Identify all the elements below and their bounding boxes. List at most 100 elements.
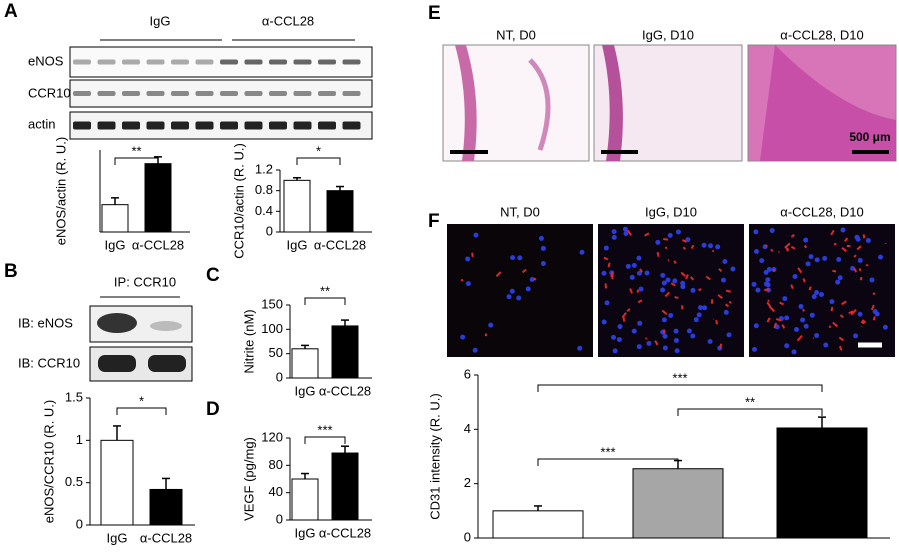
vessel <box>803 309 804 312</box>
nucleus <box>541 261 546 266</box>
bar <box>332 326 358 378</box>
y-tick-label: 0 <box>276 511 283 526</box>
vessel <box>764 289 769 290</box>
x-tick-label: α-CCL28 <box>319 383 371 398</box>
nucleus <box>675 348 680 353</box>
nucleus <box>794 327 799 332</box>
vessel <box>830 326 831 328</box>
blot-band <box>294 60 312 65</box>
bar <box>633 469 723 538</box>
y-tick-label: 40 <box>269 484 283 499</box>
vessel <box>854 255 856 257</box>
nucleus <box>759 258 764 263</box>
vessel <box>675 297 679 298</box>
vessel <box>609 263 610 267</box>
nucleus <box>814 333 819 338</box>
nucleus <box>668 313 673 318</box>
y-tick-label: 4 <box>464 421 471 436</box>
vessel <box>861 277 862 280</box>
nucleus <box>770 228 775 233</box>
blot-band <box>122 91 140 96</box>
blot-band <box>150 321 182 331</box>
y-axis-label: VEGF (pg/mg) <box>241 437 256 521</box>
nucleus <box>792 349 797 354</box>
blot-band <box>98 122 116 130</box>
y-tick-label: 0 <box>76 516 83 531</box>
nucleus <box>724 310 729 315</box>
nucleus <box>752 282 757 287</box>
nucleus <box>460 335 465 340</box>
scale-label: 500 μm <box>849 130 890 144</box>
blot-band <box>343 122 361 130</box>
vessel <box>864 234 865 238</box>
blot-band <box>73 91 91 96</box>
nucleus <box>841 227 846 232</box>
nucleus <box>637 321 642 326</box>
y-tick-label: 1.5 <box>65 389 83 404</box>
vessel <box>726 291 731 292</box>
nucleus <box>800 318 805 323</box>
nucleus <box>676 229 681 234</box>
nucleus <box>632 329 637 334</box>
x-tick-label: IgG <box>295 525 316 540</box>
y-tick-label: 150 <box>261 296 283 311</box>
blot-band <box>318 122 336 130</box>
nucleus <box>687 329 692 334</box>
bracket <box>117 408 166 415</box>
histology-images: 500 μm <box>443 45 896 161</box>
nucleus <box>465 257 470 262</box>
x-tick-label: α-CCL28 <box>140 530 192 545</box>
vessel <box>683 247 685 249</box>
vessel <box>729 301 731 303</box>
vessel <box>832 271 836 272</box>
x-tick-label: IgG <box>295 383 316 398</box>
bar <box>150 489 182 525</box>
vessel <box>859 268 860 271</box>
panel-label: D <box>206 399 220 420</box>
nucleus <box>510 289 515 294</box>
blot-band <box>220 91 238 96</box>
significance: ** <box>320 283 330 298</box>
nucleus <box>755 288 760 293</box>
blot-band <box>245 122 263 130</box>
nucleus <box>697 312 702 317</box>
nucleus <box>655 240 660 245</box>
nucleus <box>798 304 803 309</box>
nucleus <box>636 256 641 261</box>
nucleus <box>466 281 471 286</box>
nucleus <box>866 238 871 243</box>
nucleus <box>488 323 493 328</box>
bar <box>292 349 318 378</box>
y-axis-label: CD31 intensity (R. U.) <box>427 393 442 519</box>
blot-band <box>171 60 189 65</box>
panel-label: E <box>428 3 441 24</box>
nucleus <box>764 282 769 287</box>
image-caption: α-CCL28, D10 <box>780 204 863 219</box>
vessel <box>663 239 668 240</box>
blot-band <box>98 91 116 96</box>
bracket <box>297 158 340 165</box>
group-label: α-CCL28 <box>262 13 314 28</box>
nucleus <box>601 271 606 276</box>
vessel <box>533 278 536 280</box>
blot-band <box>98 60 116 65</box>
nucleus <box>708 339 713 344</box>
panel-label: F <box>428 211 440 232</box>
nucleus <box>767 267 772 272</box>
bar <box>101 440 133 525</box>
blot-band <box>171 91 189 96</box>
nucleus <box>680 284 685 289</box>
nucleus <box>829 299 834 304</box>
blot-band <box>73 122 91 130</box>
vessel <box>712 251 714 252</box>
blot-band <box>97 313 137 333</box>
nucleus <box>822 256 827 261</box>
blot-band <box>294 91 312 96</box>
nucleus <box>690 333 695 338</box>
group-label: IgG <box>150 13 171 28</box>
nucleus <box>611 335 616 340</box>
y-tick-label: 6 <box>464 366 471 381</box>
blot-band <box>245 60 263 65</box>
panel-label: A <box>4 1 18 22</box>
nucleus <box>752 347 757 352</box>
